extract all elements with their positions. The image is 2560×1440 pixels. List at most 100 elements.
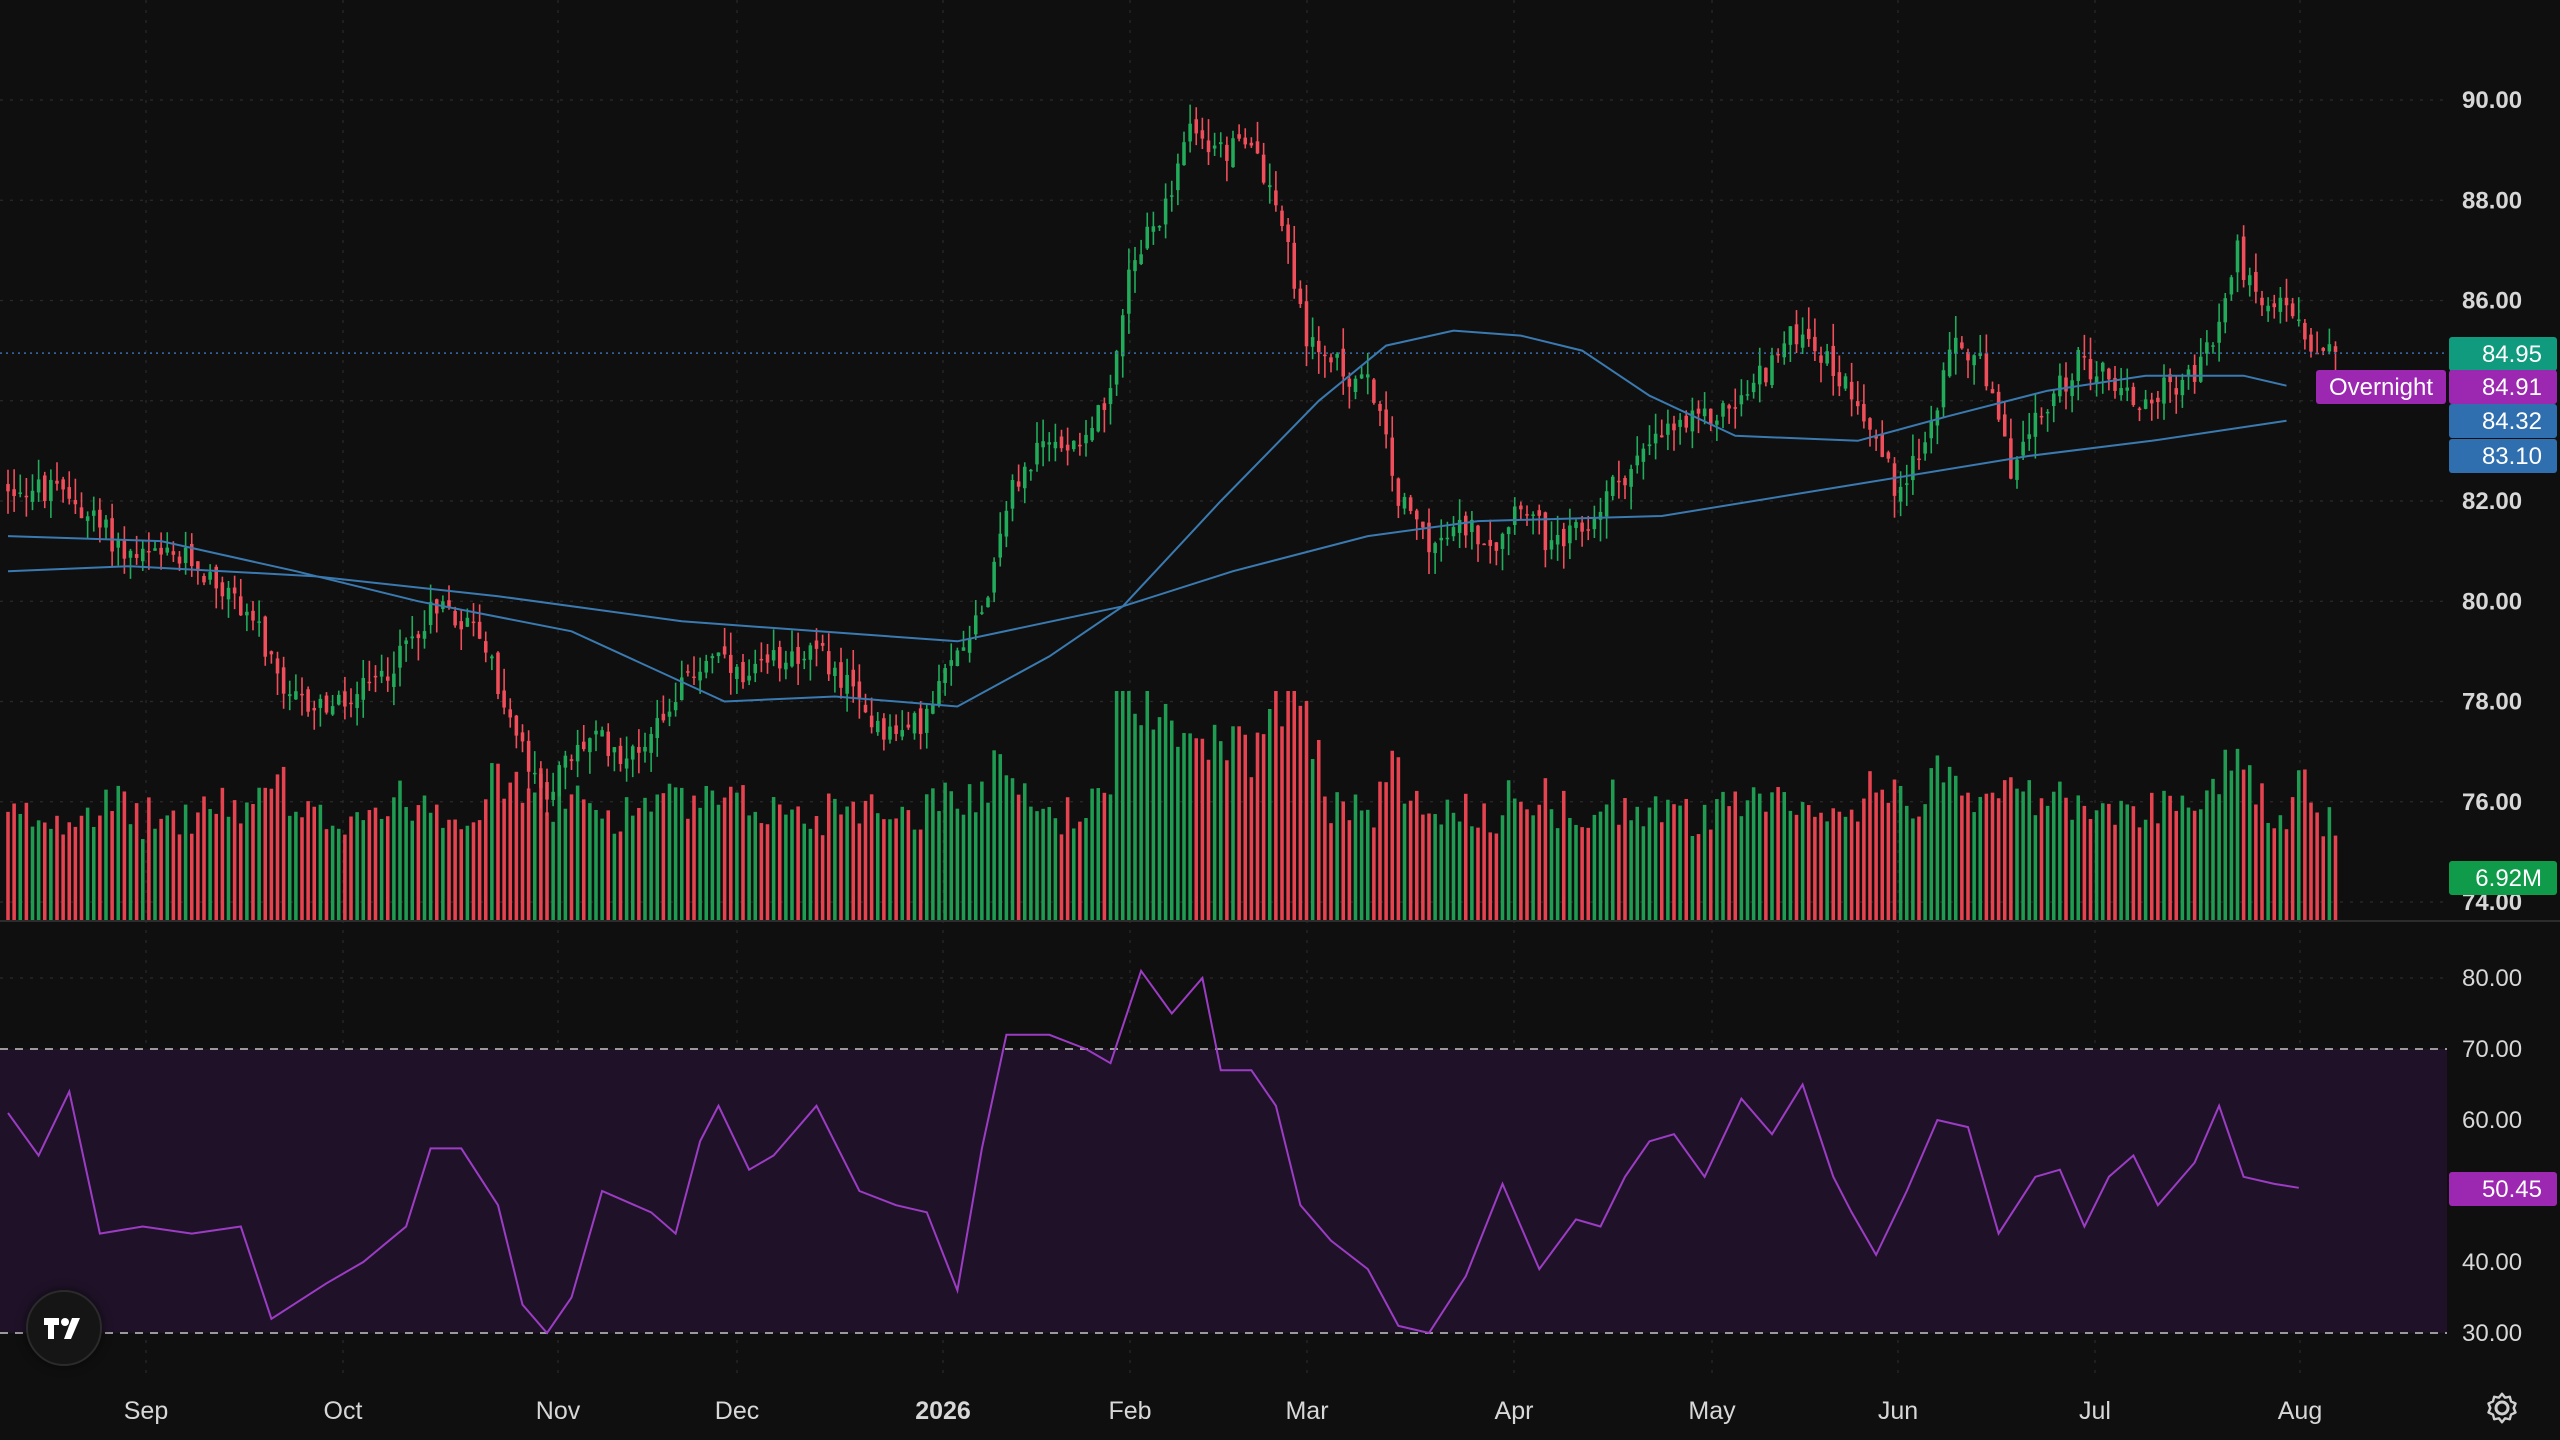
candle-body	[404, 640, 408, 644]
candle-body	[2309, 334, 2313, 352]
overnight-price-badge-bg	[2449, 370, 2557, 404]
volume-bar	[1408, 800, 1413, 921]
volume-bar	[1776, 787, 1780, 921]
candle-body	[1629, 469, 1633, 487]
volume-bar	[2260, 783, 2264, 921]
candle-body	[900, 730, 905, 737]
candle-body	[12, 489, 16, 496]
candle-body	[643, 746, 647, 752]
candle-body	[888, 726, 892, 740]
settings-gear-icon[interactable]	[2484, 1390, 2520, 1426]
volume-bar	[2198, 809, 2203, 921]
candle-body	[434, 599, 439, 614]
volume-bar	[1862, 798, 1866, 921]
volume-bar	[98, 815, 102, 921]
volume-bar	[581, 799, 586, 921]
candle-body	[1794, 324, 1799, 345]
candle-body	[2254, 271, 2258, 292]
volume-bar	[1335, 792, 1339, 921]
candle-body	[667, 711, 672, 717]
candle-body	[153, 548, 157, 551]
volume-bar	[1647, 807, 1652, 921]
volume-bar	[1065, 797, 1070, 921]
candle-body	[551, 791, 555, 800]
candle-body	[1402, 496, 1407, 509]
volume-bar	[1396, 757, 1401, 921]
volume-bar	[563, 808, 568, 921]
volume-bar	[955, 808, 960, 921]
volume-bar	[73, 826, 78, 921]
candle-body	[1843, 376, 1848, 389]
candle-body	[67, 487, 72, 499]
volume-bar	[514, 771, 519, 921]
candle-body	[2247, 275, 2252, 286]
volume-bar	[924, 794, 929, 921]
candle-body	[2333, 346, 2338, 352]
candle-body	[1739, 395, 1744, 405]
candle-body	[949, 660, 954, 666]
candle-body	[1947, 349, 1952, 377]
time-tick-label: Dec	[715, 1397, 759, 1425]
volume-bar	[171, 810, 176, 921]
volume-bar	[1984, 793, 1989, 921]
candle-body	[1414, 510, 1419, 520]
candle-body	[624, 758, 629, 769]
candle-body	[1519, 505, 1523, 510]
candle-body	[679, 677, 684, 701]
volume-bar	[1592, 814, 1597, 921]
time-tick-label: Apr	[1495, 1397, 1534, 1425]
candle-body	[1825, 351, 1829, 364]
candle-body	[790, 651, 794, 667]
volume-bar	[2211, 778, 2215, 921]
candle-body	[98, 509, 102, 528]
volume-bar	[1739, 816, 1744, 921]
volume-bar	[973, 812, 978, 921]
volume-bar	[943, 782, 947, 921]
volume-bar	[1274, 691, 1278, 921]
candle-body	[973, 615, 978, 635]
candle-body	[2137, 408, 2142, 410]
volume-bar	[1990, 792, 1995, 921]
volume-bar	[661, 793, 666, 921]
volume-bar	[1323, 796, 1327, 921]
candle-body	[924, 708, 929, 733]
candle-body	[36, 479, 41, 493]
volume-bar	[238, 823, 243, 921]
candle-body	[318, 698, 323, 708]
tradingview-logo-icon[interactable]	[26, 1290, 102, 1366]
volume-bar	[624, 797, 629, 921]
candle-body	[716, 652, 721, 657]
volume-bar	[1629, 820, 1633, 921]
volume-bar	[606, 810, 611, 921]
price-tick-label: 76.00	[2462, 789, 2522, 816]
volume-bar	[833, 798, 837, 921]
rsi-badge: 50.45	[2482, 1176, 2542, 1203]
candle-body	[1163, 198, 1168, 225]
volume-bar	[1261, 734, 1266, 921]
candle-body	[1806, 328, 1811, 340]
volume-bar	[839, 814, 843, 921]
volume-bar	[1310, 759, 1315, 921]
volume-bar	[1359, 810, 1364, 921]
volume-bar	[1390, 750, 1395, 921]
volume-bar	[967, 784, 972, 921]
candle-body	[967, 638, 972, 653]
volume-bar	[1537, 804, 1542, 921]
candle-body	[686, 671, 690, 673]
volume-bar	[569, 794, 574, 921]
volume-bar	[2094, 810, 2099, 921]
candle-body	[980, 612, 984, 614]
volume-bar	[2107, 803, 2111, 921]
candle-body	[1776, 353, 1780, 356]
candle-body	[747, 675, 751, 681]
candle-body	[245, 611, 249, 616]
candle-body	[765, 654, 770, 663]
overnight-price-badge: 84.91	[2482, 374, 2542, 401]
candle-body	[1972, 355, 1976, 366]
volume-bar	[208, 809, 212, 921]
volume-bar	[159, 818, 163, 921]
price-tick-label: 86.00	[2462, 288, 2522, 315]
candle-body	[196, 561, 200, 571]
volume-bars	[6, 691, 2338, 921]
